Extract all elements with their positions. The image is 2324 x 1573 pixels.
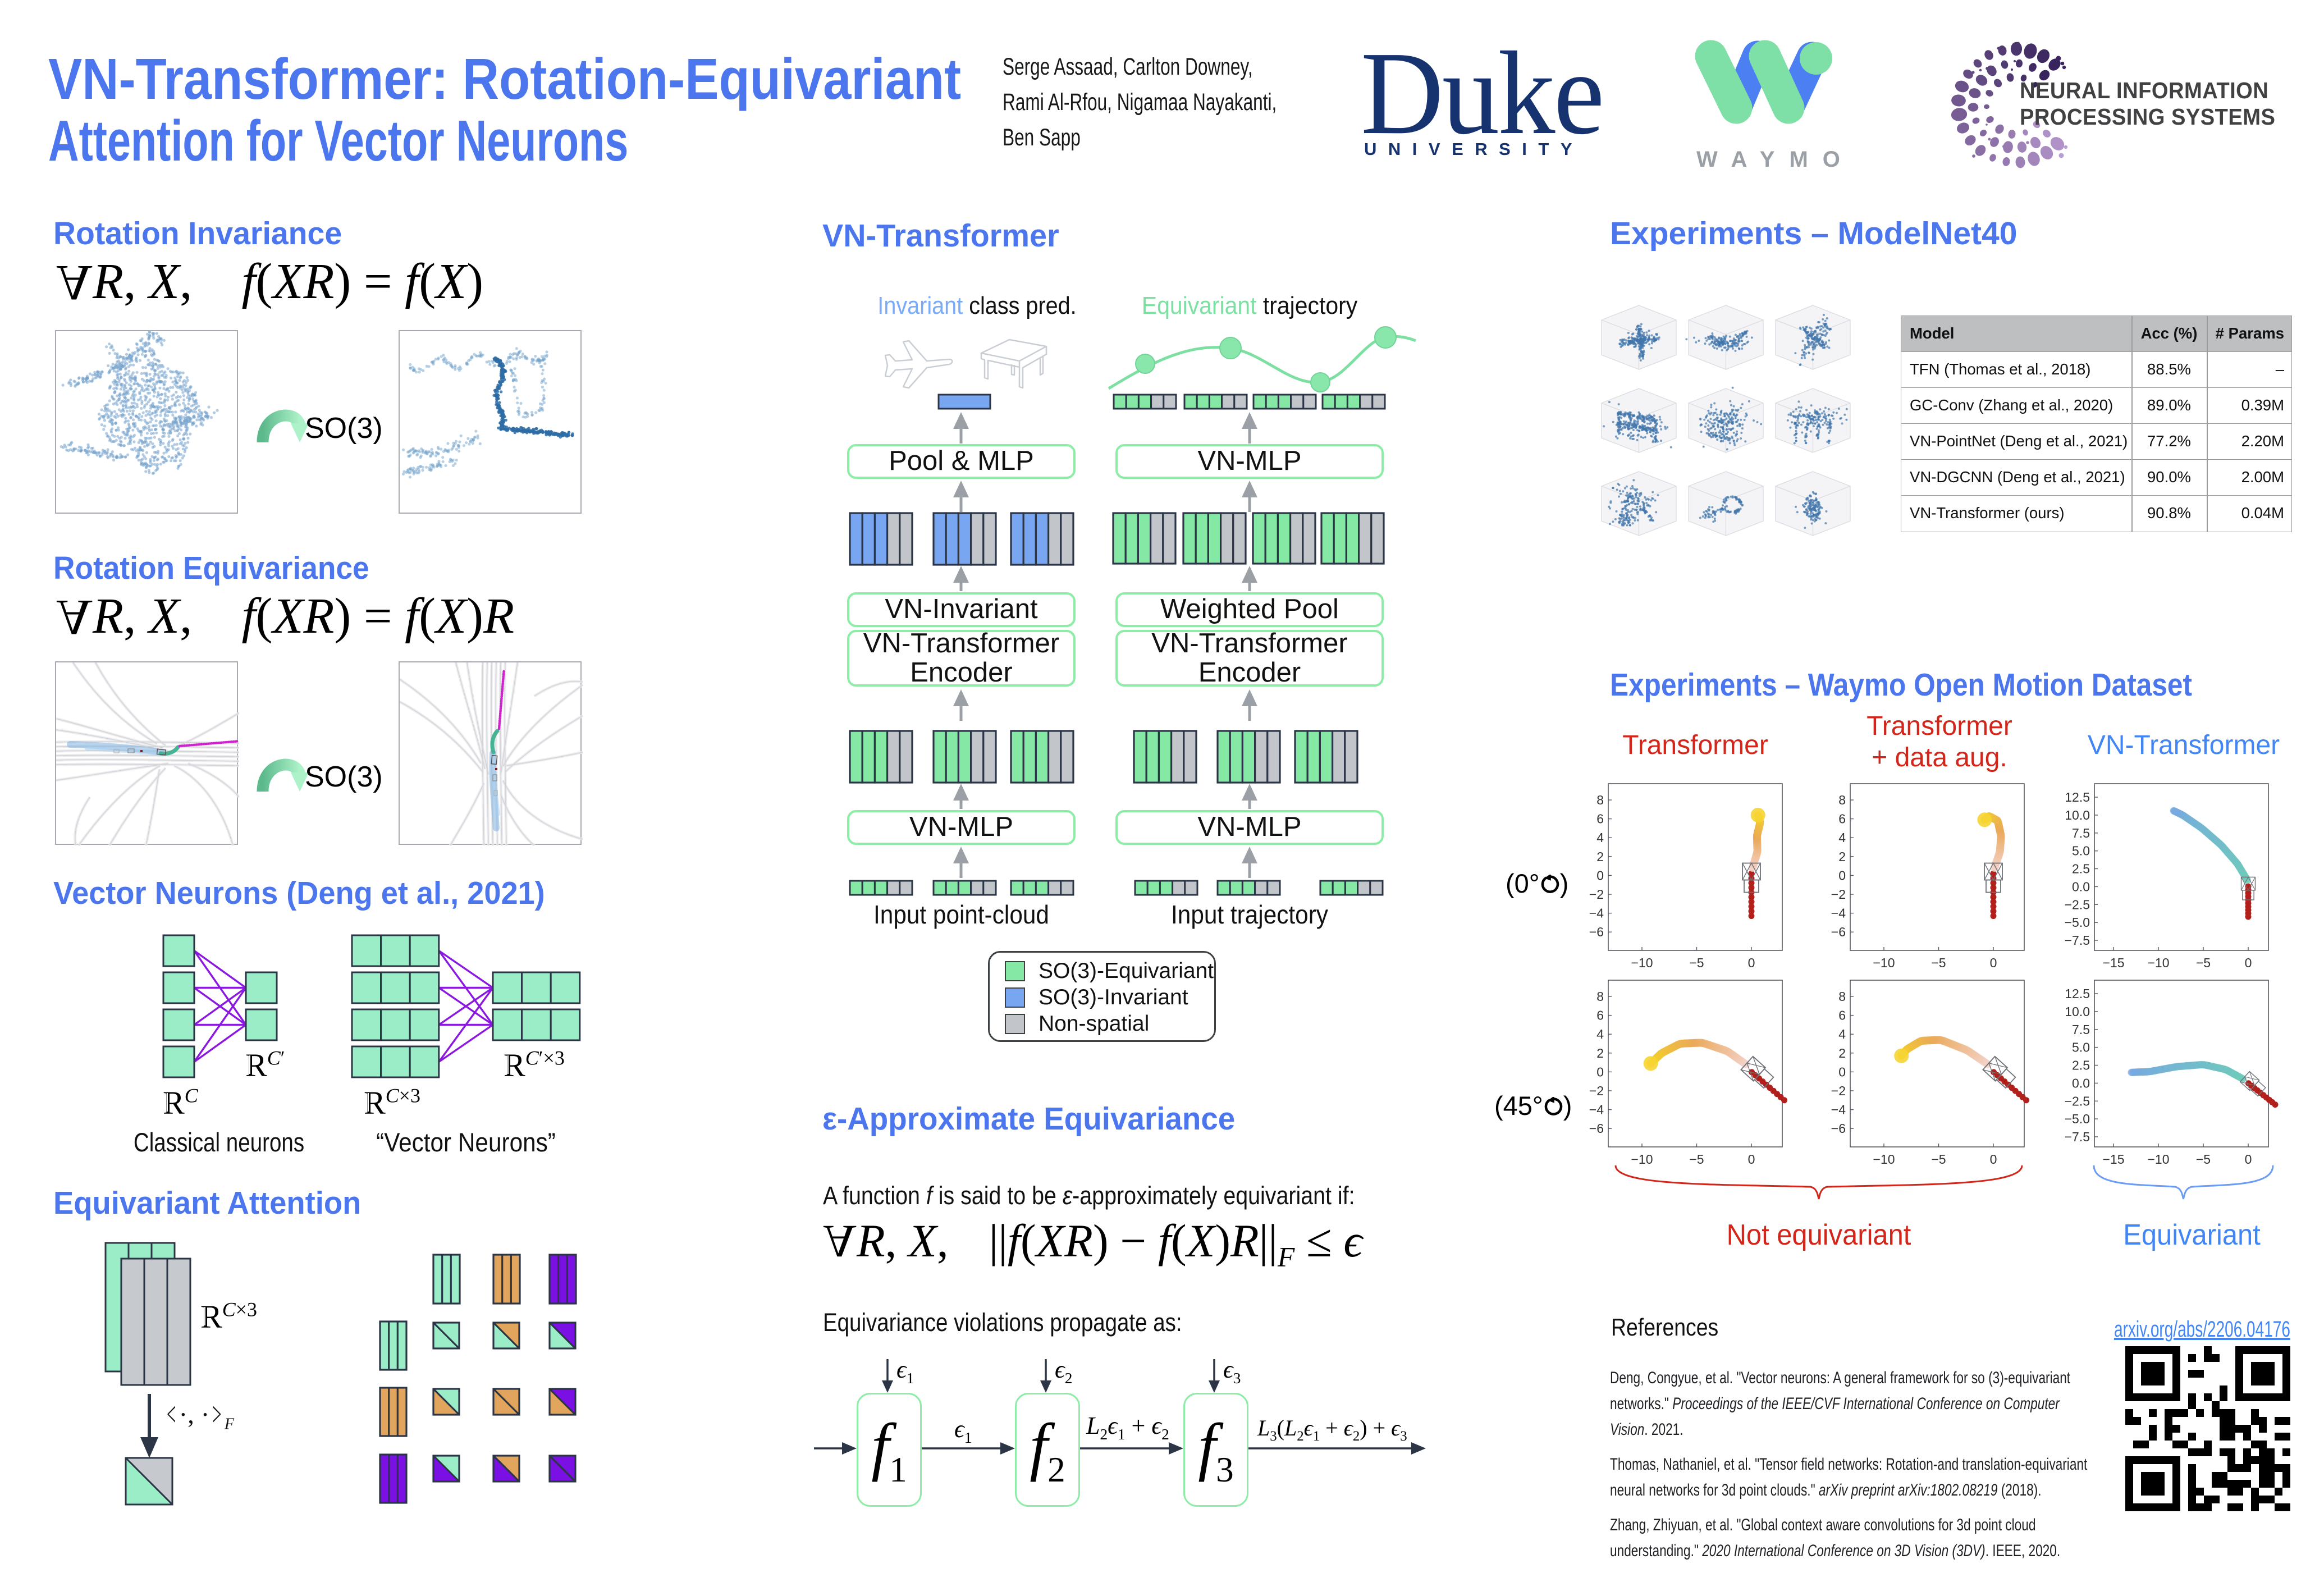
svg-text:6: 6 xyxy=(1838,1008,1846,1023)
svg-text:−2.5: −2.5 xyxy=(2065,897,2090,912)
svg-text:−10: −10 xyxy=(2147,955,2169,970)
svg-text:6: 6 xyxy=(1596,1008,1604,1023)
svg-text:−10: −10 xyxy=(1631,955,1653,970)
svg-text:−6: −6 xyxy=(1589,1121,1604,1136)
svg-text:10.0: 10.0 xyxy=(2065,808,2090,822)
svg-text:5.0: 5.0 xyxy=(2072,844,2090,858)
svg-text:−4: −4 xyxy=(1589,1103,1604,1117)
svg-text:2.5: 2.5 xyxy=(2072,1058,2090,1073)
svg-text:0: 0 xyxy=(1748,955,1755,970)
svg-text:−2: −2 xyxy=(1589,1083,1604,1098)
svg-text:0: 0 xyxy=(1838,868,1846,882)
svg-text:8: 8 xyxy=(1838,793,1846,807)
svg-text:7.5: 7.5 xyxy=(2072,1022,2090,1037)
svg-text:8: 8 xyxy=(1596,989,1604,1004)
svg-text:4: 4 xyxy=(1838,830,1846,845)
svg-text:−6: −6 xyxy=(1831,1121,1846,1136)
svg-text:8: 8 xyxy=(1838,989,1846,1004)
svg-text:0: 0 xyxy=(1596,868,1604,882)
svg-text:0: 0 xyxy=(1990,955,1997,970)
svg-text:4: 4 xyxy=(1838,1027,1846,1041)
svg-text:4: 4 xyxy=(1596,830,1604,845)
svg-text:2.5: 2.5 xyxy=(2072,862,2090,876)
svg-text:5.0: 5.0 xyxy=(2072,1040,2090,1055)
svg-text:2: 2 xyxy=(1596,849,1604,864)
svg-text:2: 2 xyxy=(1838,849,1846,864)
svg-text:−5.0: −5.0 xyxy=(2065,1112,2090,1126)
svg-text:0: 0 xyxy=(1596,1064,1604,1079)
svg-text:−10: −10 xyxy=(1873,955,1895,970)
svg-text:−5: −5 xyxy=(1689,955,1704,970)
svg-text:−2: −2 xyxy=(1831,887,1846,902)
svg-text:−2: −2 xyxy=(1831,1083,1846,1098)
svg-text:0.0: 0.0 xyxy=(2072,1076,2090,1090)
svg-text:−4: −4 xyxy=(1589,906,1604,921)
svg-text:−5: −5 xyxy=(2196,955,2211,970)
svg-text:−15: −15 xyxy=(2102,955,2124,970)
svg-text:−5.0: −5.0 xyxy=(2065,915,2090,930)
svg-text:−2: −2 xyxy=(1589,887,1604,902)
svg-text:−5: −5 xyxy=(1931,955,1946,970)
svg-text:−6: −6 xyxy=(1589,925,1604,939)
svg-text:0: 0 xyxy=(2245,955,2252,970)
svg-text:6: 6 xyxy=(1838,812,1846,826)
svg-text:2: 2 xyxy=(1596,1046,1604,1060)
svg-text:−4: −4 xyxy=(1831,906,1846,921)
svg-text:12.5: 12.5 xyxy=(2065,790,2090,804)
svg-text:0.0: 0.0 xyxy=(2072,879,2090,894)
svg-text:−4: −4 xyxy=(1831,1103,1846,1117)
svg-text:4: 4 xyxy=(1596,1027,1604,1041)
svg-text:7.5: 7.5 xyxy=(2072,826,2090,840)
svg-text:−6: −6 xyxy=(1831,925,1846,939)
svg-text:−7.5: −7.5 xyxy=(2065,1130,2090,1144)
svg-text:10.0: 10.0 xyxy=(2065,1004,2090,1019)
svg-text:2: 2 xyxy=(1838,1046,1846,1060)
svg-text:0: 0 xyxy=(1838,1064,1846,1079)
svg-text:6: 6 xyxy=(1596,812,1604,826)
svg-text:−2.5: −2.5 xyxy=(2065,1094,2090,1108)
svg-text:8: 8 xyxy=(1596,793,1604,807)
svg-text:−7.5: −7.5 xyxy=(2065,933,2090,948)
svg-text:12.5: 12.5 xyxy=(2065,986,2090,1001)
